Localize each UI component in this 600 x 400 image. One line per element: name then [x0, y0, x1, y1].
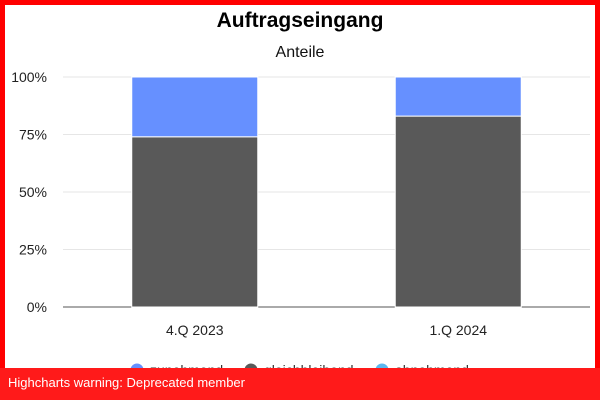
- bar-gleichbleibend: [131, 136, 259, 308]
- y-tick-label: 0%: [27, 299, 47, 315]
- chart-subtitle: Anteile: [276, 44, 325, 61]
- bar-zunehmend: [394, 76, 522, 117]
- warning-banner: Highcharts warning: Deprecated member: [0, 368, 600, 400]
- x-category-label: 1.Q 2024: [429, 322, 487, 338]
- x-category-label: 4.Q 2023: [166, 322, 224, 338]
- chart-title: Auftragseingang: [217, 9, 384, 32]
- bar-zunehmend: [131, 76, 259, 138]
- bar-gleichbleibend: [394, 115, 522, 308]
- y-tick-label: 75%: [19, 127, 47, 143]
- y-tick-label: 25%: [19, 242, 47, 258]
- y-tick-label: 50%: [19, 184, 47, 200]
- y-tick-label: 100%: [11, 69, 47, 85]
